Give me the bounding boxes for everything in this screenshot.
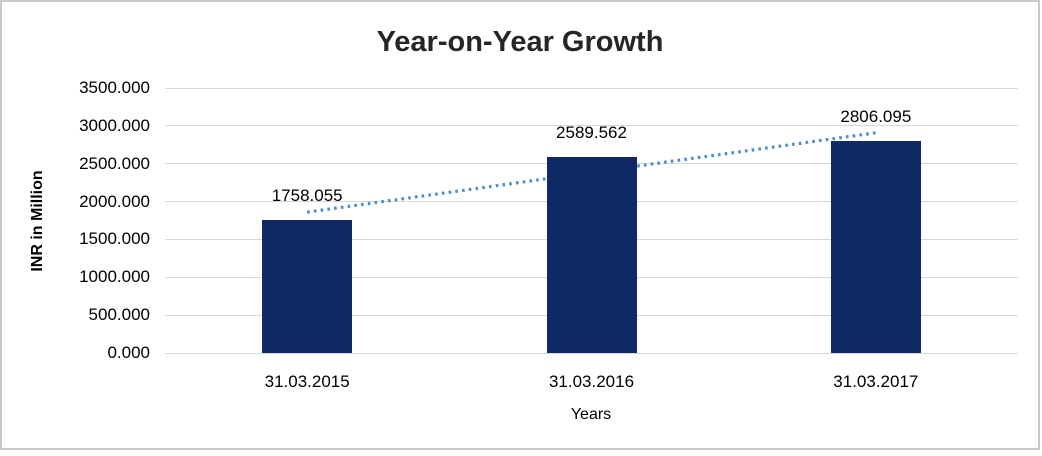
y-tick-label: 1000.000 xyxy=(79,267,150,287)
y-tick-label: 2500.000 xyxy=(79,153,150,173)
bar xyxy=(546,156,637,353)
gridline xyxy=(165,125,1018,127)
gridline xyxy=(165,352,1018,354)
y-tick-label: 1500.000 xyxy=(79,229,150,249)
bar-value-label: 2806.095 xyxy=(840,106,912,126)
x-tick-label: 31.03.2015 xyxy=(264,372,350,391)
x-tick-label: 31.03.2016 xyxy=(548,372,635,391)
bar xyxy=(262,219,353,353)
y-tick-label: 0.000 xyxy=(107,343,150,362)
bar xyxy=(830,140,921,353)
y-tick-label: 500.000 xyxy=(88,305,150,325)
y-tick-label: 3000.000 xyxy=(79,115,150,135)
y-tick-label: 2000.000 xyxy=(79,191,150,211)
y-tick-label: 3500.000 xyxy=(79,78,150,97)
bar-value-label: 2589.562 xyxy=(556,122,627,142)
chart-title: Year-on-Year Growth xyxy=(376,26,664,58)
gridline xyxy=(165,87,1018,89)
x-axis-title: Years xyxy=(570,406,612,423)
x-tick-label: 31.03.2017 xyxy=(833,372,919,391)
bar-value-label: 1758.055 xyxy=(271,185,343,205)
